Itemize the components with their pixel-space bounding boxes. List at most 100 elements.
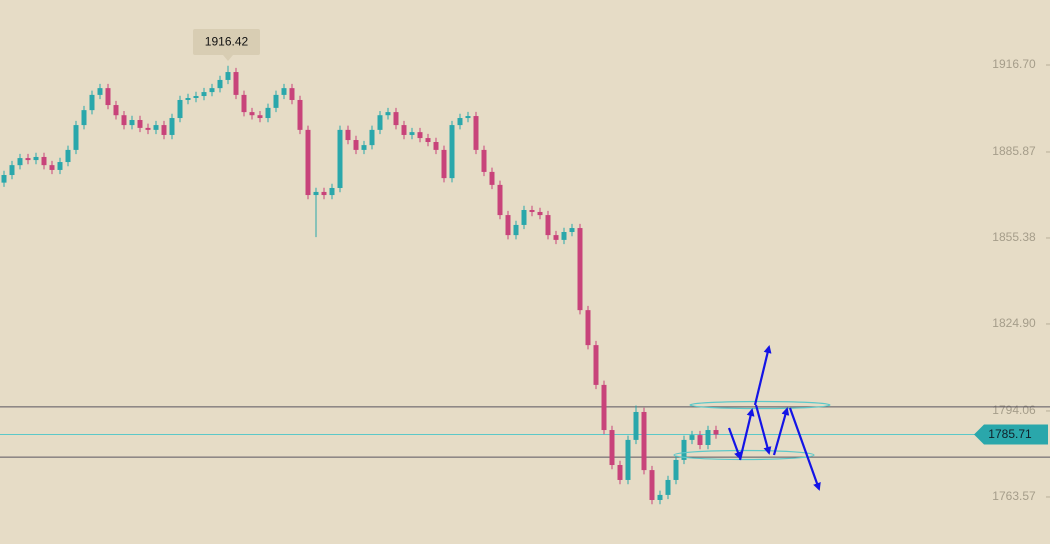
candle-body: [121, 115, 127, 126]
candle-body: [273, 94, 279, 108]
candle-body: [569, 228, 575, 232]
candle-body: [225, 72, 231, 80]
candle-body: [369, 129, 375, 146]
arrow: [772, 407, 790, 456]
candle-body: [201, 92, 207, 97]
candle-body: [9, 165, 15, 176]
candle-body: [705, 430, 711, 445]
candle-body: [113, 105, 119, 116]
candle-body: [529, 209, 535, 212]
candle-body: [593, 345, 599, 385]
candle-body: [601, 384, 607, 431]
candle-body: [441, 149, 447, 179]
candle-body: [297, 99, 303, 130]
candle-body: [617, 465, 623, 480]
y-tick-label: 1794.06: [992, 403, 1036, 417]
candle-body: [193, 96, 199, 99]
candle-body: [481, 149, 487, 172]
candle-body: [401, 125, 407, 135]
candle-body: [497, 184, 503, 216]
candle-body: [713, 430, 719, 435]
peak-label-box: [193, 29, 260, 55]
arrow: [753, 345, 772, 406]
candle-body: [385, 112, 391, 116]
candle-body: [161, 125, 167, 135]
candle-body: [561, 231, 567, 240]
arrow: [788, 407, 821, 491]
candle-body: [537, 211, 543, 216]
y-tick-label: 1916.70: [992, 57, 1036, 71]
candle-body: [289, 88, 295, 100]
candle-body: [321, 191, 327, 196]
candle-body: [633, 411, 639, 440]
drawings: [673, 345, 831, 491]
candle-body: [665, 479, 671, 495]
candle-body: [641, 411, 647, 471]
candle-body: [361, 145, 367, 150]
candle-body: [489, 171, 495, 185]
candle-body: [57, 162, 63, 170]
candle-body: [465, 116, 471, 119]
y-tick-label: 1885.87: [992, 144, 1036, 158]
candle-body: [73, 125, 79, 150]
candle-body: [313, 191, 319, 196]
candle-body: [577, 228, 583, 311]
candle-body: [449, 125, 455, 179]
peak-label-pointer: [223, 55, 233, 61]
candle-body: [689, 435, 695, 440]
candle-body: [169, 118, 175, 135]
candle-body: [105, 88, 111, 106]
candle-body: [89, 94, 95, 111]
arrow: [727, 427, 742, 460]
arrow: [738, 408, 755, 461]
candle-body: [553, 235, 559, 240]
candle-body: [649, 470, 655, 500]
candle-body: [625, 439, 631, 480]
candle-body: [185, 98, 191, 100]
candle-body: [81, 110, 87, 126]
candle-body: [681, 439, 687, 460]
peak-label: 1916.42: [205, 35, 249, 49]
candle-body: [353, 140, 359, 150]
current-price-tag: [974, 424, 1048, 445]
candle-body: [329, 187, 335, 196]
ellipse: [673, 449, 815, 461]
candle-body: [425, 138, 431, 143]
candle-body: [673, 459, 679, 480]
candle-body: [457, 118, 463, 126]
candle-body: [209, 88, 215, 93]
candle-body: [265, 107, 271, 119]
candle-body: [521, 209, 527, 225]
candle-body: [217, 79, 223, 89]
candle-body: [377, 115, 383, 130]
candle-body: [657, 494, 663, 500]
ellipse: [689, 400, 831, 410]
candle-body: [241, 94, 247, 113]
candle-body: [393, 112, 399, 126]
candle-body: [65, 149, 71, 163]
y-tick-label: 1855.38: [992, 230, 1036, 244]
candle-body: [585, 310, 591, 346]
y-tick-label: 1763.57: [992, 489, 1036, 503]
candle-body: [145, 127, 151, 130]
candle-body: [337, 129, 343, 188]
candle-body: [137, 120, 143, 128]
candle-body: [281, 88, 287, 95]
candle-body: [257, 115, 263, 119]
candle-body: [433, 142, 439, 150]
candle-body: [249, 112, 255, 116]
candle-body: [177, 99, 183, 119]
candle-body: [33, 156, 39, 161]
candle-body: [41, 156, 47, 166]
candle-body: [409, 132, 415, 135]
candle-body: [697, 435, 703, 445]
candle-body: [17, 158, 23, 166]
candle-body: [1, 175, 7, 183]
candle-body: [25, 158, 31, 161]
candle-body: [305, 129, 311, 196]
candle-body: [233, 72, 239, 95]
candle-body: [49, 165, 55, 170]
candle-body: [505, 215, 511, 236]
candle-body: [609, 430, 615, 466]
